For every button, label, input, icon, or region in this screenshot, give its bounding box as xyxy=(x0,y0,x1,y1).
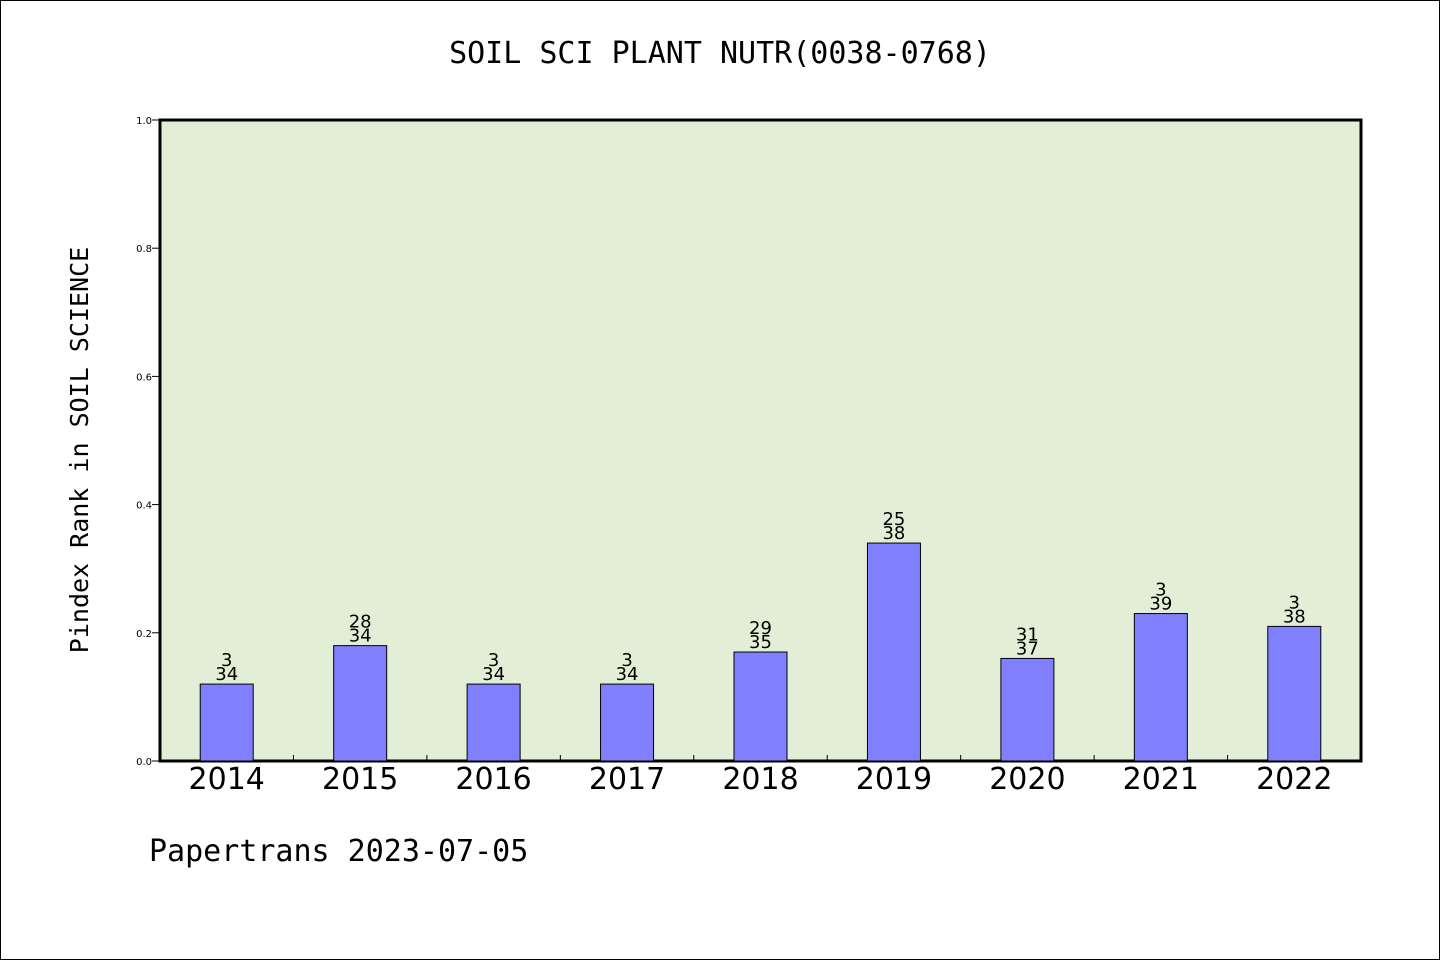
bar-label-top: 28 xyxy=(349,612,372,633)
y-tick-label: 0.6 xyxy=(136,372,152,383)
bar-label-top: 3 xyxy=(1155,580,1166,601)
bar-label-top: 29 xyxy=(749,618,772,639)
x-tick-label: 2019 xyxy=(856,762,932,797)
y-tick-label: 0.2 xyxy=(136,629,152,640)
y-tick-label: 0.0 xyxy=(136,757,152,768)
bar-label-bottom: 34 xyxy=(616,664,639,685)
y-tick-label: 1.0 xyxy=(136,116,152,127)
x-tick-label: 2017 xyxy=(589,762,665,797)
bar-label-top: 3 xyxy=(488,650,499,671)
x-tick-label: 2021 xyxy=(1123,762,1199,797)
bar-label-top: 3 xyxy=(221,650,232,671)
bar-label-bottom: 38 xyxy=(1283,606,1306,627)
bar-2016 xyxy=(466,683,521,762)
bar-label-top: 3 xyxy=(621,650,632,671)
bar-2020 xyxy=(1000,657,1055,762)
footer-date-stamp: Papertrans 2023-07-05 xyxy=(149,834,529,869)
chart-title: SOIL SCI PLANT NUTR(0038-0768) xyxy=(449,36,991,71)
bar-2014 xyxy=(199,683,254,762)
bar-label-top: 25 xyxy=(882,509,905,530)
x-tick-label: 2022 xyxy=(1256,762,1332,797)
y-axis: 0.0 0.2 0.4 0.6 0.8 1.0 xyxy=(136,116,160,768)
bar-2019 xyxy=(866,542,921,762)
bar-label-top: 31 xyxy=(1016,624,1039,645)
x-tick-label: 2020 xyxy=(989,762,1065,797)
y-tick-label: 0.4 xyxy=(136,501,152,512)
bar-2018 xyxy=(733,651,788,762)
bar-label-bottom: 39 xyxy=(1149,594,1172,615)
x-tick-label: 2016 xyxy=(455,762,531,797)
bar-label-bottom: 34 xyxy=(482,664,505,685)
bars xyxy=(199,542,1322,762)
bar-2017 xyxy=(600,683,655,762)
bar-label-bottom: 34 xyxy=(349,626,372,647)
bar-2021 xyxy=(1133,613,1188,762)
bar-label-top: 3 xyxy=(1289,592,1300,613)
x-tick-label: 2018 xyxy=(722,762,798,797)
bar-label-bottom: 38 xyxy=(882,523,905,544)
x-tick-label: 2015 xyxy=(322,762,398,797)
x-axis: 2014 2015 2016 2017 2018 2019 2020 2021 2022 xyxy=(189,755,1332,797)
bar-2022 xyxy=(1267,625,1322,762)
bar-2015 xyxy=(333,645,388,762)
bar-label-bottom: 37 xyxy=(1016,638,1039,659)
y-tick-label: 0.8 xyxy=(136,244,152,255)
x-tick-label: 2014 xyxy=(189,762,265,797)
bar-label-bottom: 35 xyxy=(749,632,772,653)
bar-label-bottom: 34 xyxy=(215,664,238,685)
